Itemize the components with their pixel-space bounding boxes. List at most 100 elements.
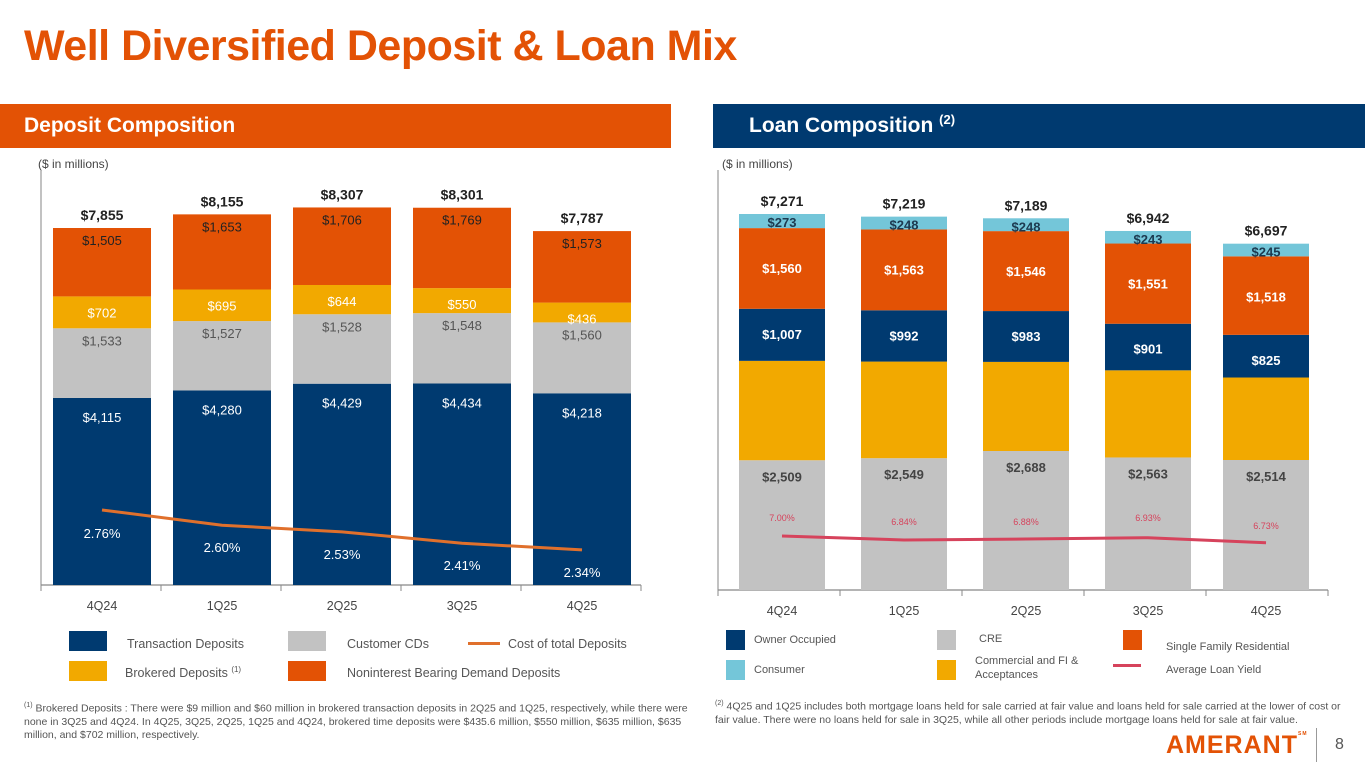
bar-value-label: $1,560 xyxy=(762,261,802,276)
bar-value-label: $1,528 xyxy=(322,319,362,334)
bar-total-label: $6,942 xyxy=(1127,210,1170,226)
bar-segment-owner-occupied xyxy=(1105,323,1191,371)
bar-segment-owner-occupied xyxy=(1223,334,1309,378)
loan-footnote: (2) 4Q25 and 1Q25 includes both mortgage… xyxy=(715,697,1355,727)
logo-text: AMERANT xyxy=(1166,731,1298,759)
bar-total-label: $8,301 xyxy=(441,187,484,203)
x-tick-label: 3Q25 xyxy=(447,599,478,613)
bar-segment-transaction-deposits xyxy=(413,383,511,585)
deposit-footnote: (1) Brokered Deposits : There were $9 mi… xyxy=(24,699,694,742)
bar-value-label: $644 xyxy=(328,294,357,309)
bar-total-label: $7,855 xyxy=(81,207,124,223)
bar-segment-owner-occupied xyxy=(983,311,1069,362)
line-value-label: 2.53% xyxy=(324,547,361,562)
bar-segment-single-family-residential xyxy=(1223,256,1309,335)
bar-value-label: $1,573 xyxy=(562,236,602,251)
bar-segment-cre xyxy=(1105,457,1191,590)
line-value-label: 2.41% xyxy=(444,558,481,573)
line-value-label: 2.76% xyxy=(84,526,121,541)
bar-total-label: $7,787 xyxy=(561,210,604,226)
bar-value-label: $4,218 xyxy=(562,405,602,420)
bar-segment-consumer xyxy=(1105,230,1191,244)
deposit-composition-chart: $4,115 $1,533 $702 $1,505 $7,855 4Q24 $4,280 $1… xyxy=(40,170,642,613)
legend-label-noninterest-bearing: Noninterest Bearing Demand Deposits xyxy=(347,666,561,680)
legend-label-owner-occupied: Owner Occupied xyxy=(754,634,836,646)
x-tick-label: 3Q25 xyxy=(1133,604,1164,618)
bar-segment-commercial-and-fi-acceptances xyxy=(983,361,1069,451)
bar-segment-consumer xyxy=(983,218,1069,232)
line-value-label: 6.93% xyxy=(1135,513,1161,523)
legend-swatch-customer-cds xyxy=(288,631,326,651)
bar-segment-customer-cds xyxy=(533,322,631,394)
legend-brokered-footnote-ref: (1) xyxy=(231,665,242,674)
amerant-logo: AMERANTSM xyxy=(1166,731,1308,760)
bar-segment-customer-cds xyxy=(53,328,151,398)
bar-value-label: $4,434 xyxy=(442,395,482,410)
x-tick-label: 4Q24 xyxy=(767,604,798,618)
legend-label-average-loan-yield: Average Loan Yield xyxy=(1166,664,1262,676)
legend-label-customer-cds: Customer CDs xyxy=(347,637,429,651)
bar-value-label: $1,560 xyxy=(562,327,602,342)
legend-label-cre: CRE xyxy=(979,633,1003,645)
x-tick-label: 2Q25 xyxy=(327,599,358,613)
loan-composition-chart: $2,509$1,922$1,007$1,560$273$7,2714Q24$2… xyxy=(717,170,1329,618)
bar-segment-noninterest-bearing-demand-deposits xyxy=(53,228,151,297)
bar-value-label: $2,509 xyxy=(762,469,802,484)
x-tick-label: 4Q24 xyxy=(87,599,118,613)
bar-segment-single-family-residential xyxy=(983,231,1069,312)
legend-swatch-noninterest-bearing xyxy=(288,661,326,681)
bar-segment-cre xyxy=(1223,459,1309,590)
bar-value-label: $4,280 xyxy=(202,402,242,417)
line-value-label: 6.84% xyxy=(891,517,917,527)
legend-swatch-consumer xyxy=(726,660,745,680)
line-value-label: 2.34% xyxy=(564,565,601,580)
bar-segment-commercial-and-fi-acceptances xyxy=(1223,377,1309,460)
bar-value-label: $1,546 xyxy=(1006,264,1046,279)
bar-segment-commercial-and-fi-acceptances xyxy=(1105,370,1191,458)
deposit-unit-note: ($ in millions) xyxy=(38,157,109,171)
bar-value-label: $248 xyxy=(1012,219,1041,234)
bar-segment-consumer xyxy=(739,214,825,229)
legend-label-transaction-deposits: Transaction Deposits xyxy=(127,637,244,651)
bar-value-label: $4,115 xyxy=(83,410,122,425)
bar-total-label: $6,697 xyxy=(1245,223,1288,239)
bar-segment-single-family-residential xyxy=(861,229,947,311)
bar-total-label: $8,155 xyxy=(201,193,244,209)
bar-value-label: $901 xyxy=(1134,342,1163,357)
bar-value-label: $1,527 xyxy=(202,326,242,341)
bar-value-label: $1,548 xyxy=(442,318,482,333)
bar-segment-customer-cds xyxy=(293,314,391,384)
bar-segment-consumer xyxy=(861,216,947,230)
loan-header-footnote-ref: (2) xyxy=(939,112,956,127)
bar-value-label: $2,549 xyxy=(884,467,924,482)
bar-segment-brokered-deposits xyxy=(533,302,631,323)
footer-divider xyxy=(1316,728,1317,762)
loan-footnote-ref: (2) xyxy=(715,700,724,707)
bar-value-label: $2,688 xyxy=(1006,460,1046,475)
bar-segment-consumer xyxy=(1223,243,1309,257)
bar-segment-noninterest-bearing-demand-deposits xyxy=(293,207,391,285)
bar-segment-transaction-deposits xyxy=(53,397,151,585)
bar-segment-noninterest-bearing-demand-deposits xyxy=(533,231,631,303)
loan-legend: Owner Occupied CRE Single Family Residen… xyxy=(700,628,1365,688)
bar-segment-cre xyxy=(861,458,947,590)
bar-value-label: $2,514 xyxy=(1246,469,1287,484)
bar-total-label: $7,189 xyxy=(1005,197,1048,213)
legend-label-brokered-deposits: Brokered Deposits (1) xyxy=(125,665,241,680)
bar-segment-commercial-and-fi-acceptances xyxy=(861,361,947,459)
page-number: 8 xyxy=(1335,736,1344,753)
bar-segment-noninterest-bearing-demand-deposits xyxy=(413,207,511,289)
bar-value-label: $1,518 xyxy=(1246,289,1286,304)
page-title: Well Diversified Deposit & Loan Mix xyxy=(24,22,737,70)
bar-segment-transaction-deposits xyxy=(533,393,631,585)
x-tick-label: 1Q25 xyxy=(207,599,238,613)
legend-label-single-family: Single Family Residential xyxy=(1166,641,1290,653)
legend-swatch-brokered-deposits xyxy=(69,661,107,681)
bar-value-label: $1,551 xyxy=(1128,277,1168,292)
bar-segment-brokered-deposits xyxy=(173,289,271,322)
bar-segment-single-family-residential xyxy=(1105,243,1191,324)
bar-value-label: $243 xyxy=(1134,232,1163,247)
legend-swatch-owner-occupied xyxy=(726,630,745,650)
bar-value-label: $550 xyxy=(448,297,477,312)
bar-segment-customer-cds xyxy=(413,313,511,384)
